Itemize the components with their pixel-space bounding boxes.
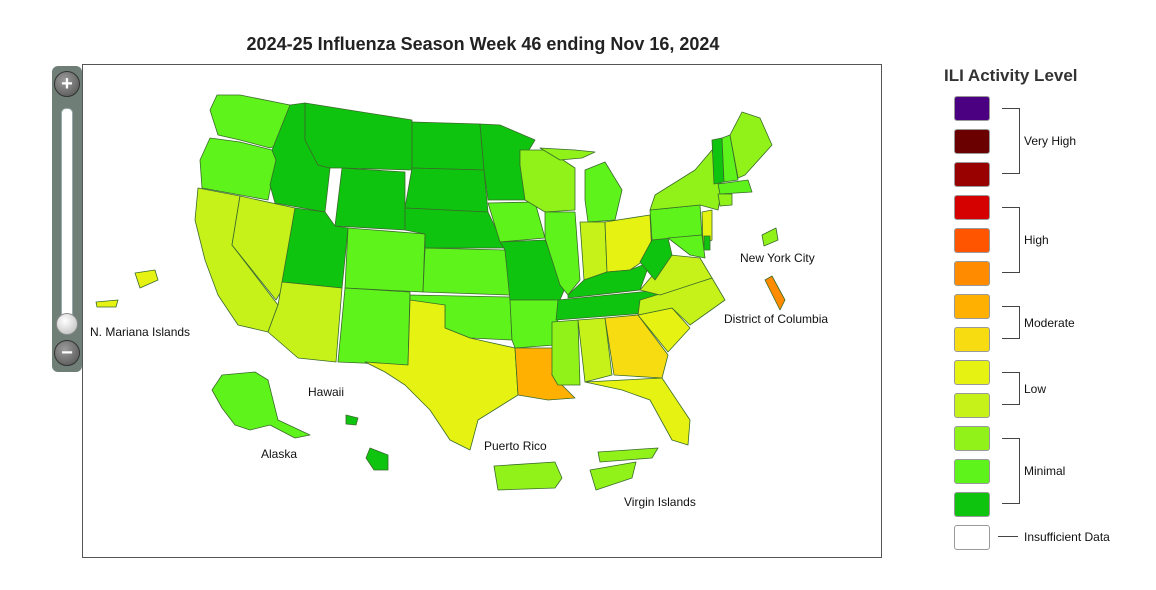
state-florida[interactable] <box>584 377 691 446</box>
territory-virgin-islands-north[interactable] <box>597 447 659 463</box>
state-wyoming[interactable] <box>334 167 406 231</box>
state-michigan-upper[interactable] <box>539 147 596 161</box>
state-west-virginia[interactable] <box>639 237 673 281</box>
zoom-control: + − <box>52 66 82 372</box>
state-south-dakota[interactable] <box>404 167 489 213</box>
zoom-in-button[interactable]: + <box>54 71 80 97</box>
us-map: N. Mariana Islands Hawaii Alaska Puerto … <box>90 94 828 509</box>
state-delaware[interactable] <box>703 235 711 251</box>
legend-label-moderate: Moderate <box>1024 316 1075 330</box>
map-title: 2024-25 Influenza Season Week 46 ending … <box>246 34 720 54</box>
territory-hawaii-small[interactable] <box>345 414 359 426</box>
legend-label-insufficient: Insufficient Data <box>1024 530 1110 544</box>
state-connecticut[interactable] <box>717 193 733 207</box>
bracket-minimal <box>1002 438 1020 504</box>
state-arizona[interactable] <box>267 281 343 363</box>
swatch-low-2 <box>954 360 990 385</box>
state-washington[interactable] <box>209 94 291 149</box>
bracket-insufficient <box>998 536 1018 537</box>
legend-title: ILI Activity Level <box>944 66 1078 85</box>
territory-nyc[interactable] <box>764 275 786 311</box>
territory-hawaii[interactable] <box>365 447 389 471</box>
state-kansas[interactable] <box>422 247 511 296</box>
bracket-moderate <box>1002 306 1020 339</box>
swatch-high-1 <box>954 261 990 286</box>
bracket-high <box>1002 207 1020 273</box>
state-mississippi[interactable] <box>551 319 581 386</box>
swatch-very-high-2 <box>954 129 990 154</box>
legend-label-low: Low <box>1024 382 1047 396</box>
label-virgin-islands: Virgin Islands <box>624 495 696 509</box>
state-montana[interactable] <box>304 102 413 171</box>
state-kentucky[interactable] <box>567 261 651 299</box>
territory-mariana-small[interactable] <box>95 299 119 308</box>
state-indiana[interactable] <box>579 221 608 281</box>
label-hawaii: Hawaii <box>308 385 344 399</box>
bracket-very-high <box>1002 108 1020 174</box>
swatch-high-3 <box>954 195 990 220</box>
state-nevada[interactable] <box>231 195 296 301</box>
state-georgia[interactable] <box>604 314 669 379</box>
state-michigan[interactable] <box>584 161 623 223</box>
label-dc: District of Columbia <box>724 312 828 326</box>
label-alaska: Alaska <box>261 447 297 461</box>
swatch-high-2 <box>954 228 990 253</box>
swatch-minimal-3 <box>954 426 990 451</box>
territory-mariana[interactable] <box>134 269 159 289</box>
state-maryland[interactable] <box>667 234 706 259</box>
territory-dc[interactable] <box>761 227 779 247</box>
state-texas[interactable] <box>364 299 519 451</box>
state-new-mexico[interactable] <box>337 287 411 366</box>
label-nyc: New York City <box>740 251 815 265</box>
state-new-york[interactable] <box>649 149 723 211</box>
state-arkansas[interactable] <box>509 299 561 349</box>
swatch-minimal-2 <box>954 459 990 484</box>
swatch-very-high-3 <box>954 96 990 121</box>
zoom-out-button[interactable]: − <box>54 340 80 366</box>
zoom-slider-thumb[interactable] <box>56 313 78 335</box>
swatch-moderate-1 <box>954 327 990 352</box>
swatch-insufficient <box>954 525 990 550</box>
state-pennsylvania[interactable] <box>649 204 703 241</box>
territory-virgin-islands[interactable] <box>589 461 637 491</box>
label-puerto-rico: Puerto Rico <box>484 439 547 453</box>
swatch-low-1 <box>954 393 990 418</box>
state-maine[interactable] <box>729 111 773 179</box>
territory-puerto-rico[interactable] <box>493 461 563 491</box>
swatch-very-high-1 <box>954 162 990 187</box>
state-colorado[interactable] <box>344 227 426 293</box>
bracket-low <box>1002 372 1020 405</box>
state-alabama[interactable] <box>577 317 613 383</box>
label-mariana: N. Mariana Islands <box>90 325 190 339</box>
territory-alaska[interactable] <box>211 371 311 439</box>
state-new-hampshire[interactable] <box>721 134 739 183</box>
legend-label-high: High <box>1024 233 1049 247</box>
state-massachusetts[interactable] <box>717 179 753 195</box>
swatch-moderate-2 <box>954 294 990 319</box>
state-north-dakota[interactable] <box>411 121 485 171</box>
legend-label-minimal: Minimal <box>1024 464 1066 478</box>
legend-label-very-high: Very High <box>1024 134 1077 148</box>
swatch-minimal-1 <box>954 492 990 517</box>
